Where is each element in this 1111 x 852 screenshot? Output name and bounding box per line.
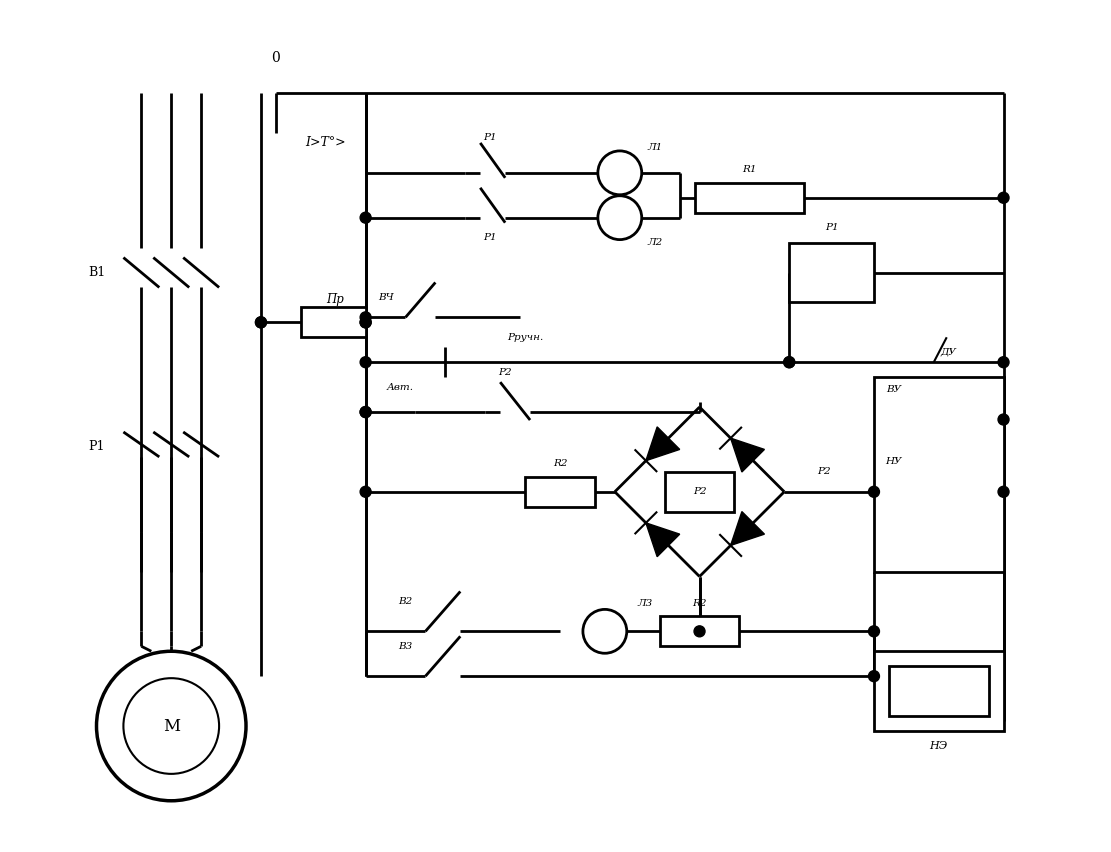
Text: ВЧ: ВЧ (378, 293, 393, 302)
Text: P1: P1 (483, 233, 497, 242)
Circle shape (598, 151, 642, 195)
Text: R2: R2 (692, 599, 707, 608)
Text: P2: P2 (818, 468, 831, 476)
Circle shape (360, 406, 371, 417)
Text: Pручн.: Pручн. (507, 333, 543, 342)
Circle shape (360, 317, 371, 328)
Text: Авт.: Авт. (387, 383, 414, 392)
Bar (660, 616, 740, 647)
Circle shape (360, 406, 371, 417)
Text: R1: R1 (742, 165, 757, 175)
Circle shape (783, 357, 794, 368)
Bar (301, 308, 366, 337)
Circle shape (97, 651, 246, 801)
Polygon shape (645, 427, 680, 461)
Circle shape (694, 626, 705, 636)
Circle shape (360, 317, 371, 328)
Text: ДУ: ДУ (941, 348, 957, 357)
Circle shape (360, 312, 371, 323)
Text: М: М (162, 717, 180, 734)
Text: Л3: Л3 (637, 599, 652, 608)
Text: P1: P1 (483, 134, 497, 142)
Polygon shape (731, 438, 764, 472)
Text: 0: 0 (271, 51, 280, 66)
Text: P2: P2 (499, 368, 512, 377)
Polygon shape (731, 511, 764, 545)
Bar (694, 183, 804, 213)
Text: ВУ: ВУ (887, 385, 901, 394)
Circle shape (998, 193, 1009, 204)
Text: Л1: Л1 (647, 143, 662, 153)
Bar (526, 477, 594, 507)
Circle shape (598, 196, 642, 239)
Circle shape (360, 486, 371, 498)
Circle shape (998, 357, 1009, 368)
Text: P1: P1 (824, 223, 839, 232)
Circle shape (360, 212, 371, 223)
Circle shape (123, 678, 219, 774)
Text: P2: P2 (693, 487, 707, 496)
Bar (664, 472, 734, 512)
Text: В2: В2 (399, 597, 412, 606)
Circle shape (869, 626, 880, 636)
Text: Пр: Пр (327, 293, 344, 306)
Circle shape (869, 671, 880, 682)
Bar (889, 666, 989, 716)
Circle shape (360, 357, 371, 368)
Text: НУ: НУ (885, 458, 902, 466)
Text: НЭ: НЭ (930, 741, 948, 751)
Text: I>T°>: I>T°> (306, 136, 346, 149)
Text: B1: B1 (88, 266, 106, 279)
Circle shape (998, 486, 1009, 498)
Text: P1: P1 (88, 440, 104, 453)
Circle shape (869, 486, 880, 498)
Circle shape (998, 414, 1009, 425)
Text: В3: В3 (399, 642, 412, 651)
Circle shape (256, 317, 267, 328)
Circle shape (783, 357, 794, 368)
Bar (874, 377, 1003, 572)
Circle shape (256, 317, 267, 328)
Text: Л2: Л2 (647, 238, 662, 247)
Bar (789, 243, 874, 302)
Text: R2: R2 (553, 459, 568, 469)
Bar (874, 651, 1003, 731)
Circle shape (583, 609, 627, 653)
Polygon shape (645, 523, 680, 556)
